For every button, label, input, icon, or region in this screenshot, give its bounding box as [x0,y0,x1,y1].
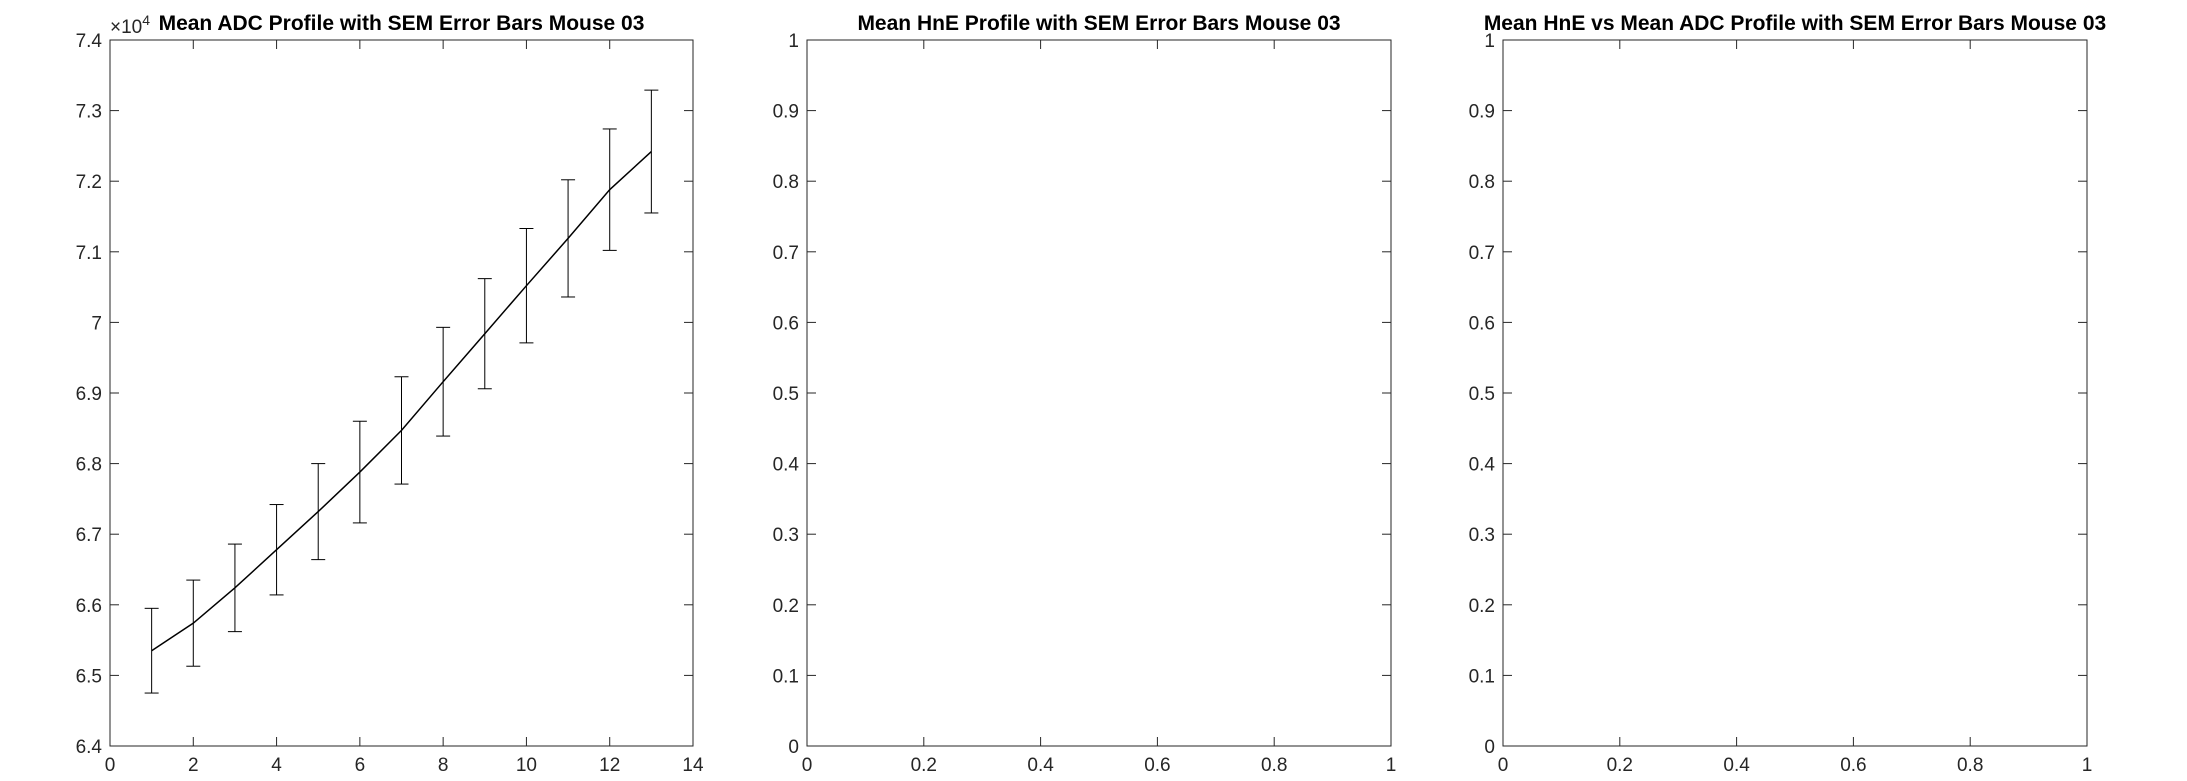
error-bar [519,228,534,344]
x-tick-label: 1 [1386,755,1397,776]
x-tick-label: 14 [682,755,704,776]
chart-title: Mean ADC Profile with SEM Error Bars Mou… [159,12,645,35]
y-tick-label: 0.3 [1469,525,1495,546]
error-bar [144,607,159,694]
y-tick-labels: 6.4 6.5 6.6 6.7 6.8 6.9 7 7.1 7.2 7.3 7.4 [76,31,103,758]
plot-area [806,39,1392,747]
y-tick-labels: 0 0.1 0.2 0.3 0.4 0.5 0.6 0.7 0.8 0.9 1 [1469,31,1496,758]
y-tick-label: 0.6 [773,313,799,334]
adc-profile-chart: 6.4 6.5 6.6 6.7 6.8 6.9 7 7.1 7.2 7.3 7.4 0 2 4 6 8 10 1… [76,12,704,776]
x-tick-label: 0.2 [1607,755,1633,776]
y-tick-label: 0.5 [773,384,799,405]
y-tick-label: 0.3 [773,525,799,546]
error-bar [352,420,367,524]
y-tick-label: 6.8 [76,455,102,476]
tick-marks [109,39,694,747]
x-tick-labels: 0 2 4 6 8 10 12 14 [105,755,704,776]
x-tick-label: 4 [271,755,282,776]
x-tick-label: 0.4 [1723,755,1750,776]
y-tick-label: 7.3 [76,102,102,123]
plot-area [1502,39,2088,747]
error-bar [186,579,201,667]
error-bar [311,463,326,561]
tick-marks [806,39,1392,747]
x-tick-label: 10 [516,755,537,776]
error-bar [269,504,284,596]
x-tick-label: 0.8 [1261,755,1287,776]
y-tick-label: 7.1 [76,243,102,264]
data-marks [144,89,659,694]
x-tick-label: 0.6 [1144,755,1170,776]
y-tick-label: 1 [1484,31,1495,52]
y-tick-label: 0.5 [1469,384,1495,405]
y-tick-label: 6.9 [76,384,102,405]
error-bar [561,179,576,298]
chart-title: Mean HnE Profile with SEM Error Bars Mou… [857,12,1340,35]
error-bar [602,128,617,251]
x-tick-label: 0.4 [1027,755,1054,776]
hne-vs-adc-chart: 0 0.1 0.2 0.3 0.4 0.5 0.6 0.7 0.8 0.9 1 0 0.2 0.4 0.6… [1469,12,2107,776]
y-tick-label: 7.2 [76,172,102,193]
y-tick-label: 6.7 [76,525,102,546]
x-tick-label: 1 [2082,755,2093,776]
error-bar [436,326,451,437]
error-bar [644,89,659,214]
x-tick-label: 0 [802,755,813,776]
x-tick-label: 0 [105,755,116,776]
y-tick-label: 0.9 [1469,102,1495,123]
y-tick-label: 0.9 [773,102,799,123]
y-tick-label: 0 [788,737,799,758]
y-exponent-label: ×104 [110,12,150,38]
y-tick-label: 0.7 [1469,243,1495,264]
y-tick-label: 0.2 [773,596,799,617]
y-tick-label: 1 [788,31,799,52]
y-tick-label: 0.8 [773,172,799,193]
y-tick-label: 0.8 [1469,172,1495,193]
y-tick-label: 0.1 [1469,666,1495,687]
x-tick-label: 8 [438,755,449,776]
x-tick-label: 2 [188,755,199,776]
error-bar [394,376,409,485]
y-tick-label: 6.6 [76,596,102,617]
y-tick-labels: 0 0.1 0.2 0.3 0.4 0.5 0.6 0.7 0.8 0.9 1 [773,31,800,758]
x-tick-label: 0.8 [1957,755,1983,776]
x-tick-label: 6 [355,755,366,776]
y-tick-label: 0 [1484,737,1495,758]
x-tick-labels: 0 0.2 0.4 0.6 0.8 1 [1498,755,2093,776]
y-tick-label: 0.7 [773,243,799,264]
y-tick-label: 7.4 [76,31,103,52]
error-bar [227,543,242,633]
x-tick-label: 0 [1498,755,1509,776]
y-tick-label: 0.4 [773,455,800,476]
x-tick-label: 0.6 [1840,755,1866,776]
tick-marks [1502,39,2088,747]
y-tick-label: 7 [91,313,102,334]
y-tick-label: 0.6 [1469,313,1495,334]
chart-title: Mean HnE vs Mean ADC Profile with SEM Er… [1484,12,2106,35]
y-tick-label: 0.4 [1469,455,1496,476]
error-bar [477,278,492,390]
y-tick-label: 6.5 [76,666,102,687]
y-tick-label: 0.1 [773,666,799,687]
x-tick-labels: 0 0.2 0.4 0.6 0.8 1 [802,755,1397,776]
x-tick-label: 12 [599,755,620,776]
x-tick-label: 0.2 [911,755,937,776]
hne-profile-chart: 0 0.1 0.2 0.3 0.4 0.5 0.6 0.7 0.8 0.9 1 0 0.2 0.4 0.6… [773,12,1397,776]
y-tick-label: 6.4 [76,737,103,758]
y-tick-label: 0.2 [1469,596,1495,617]
